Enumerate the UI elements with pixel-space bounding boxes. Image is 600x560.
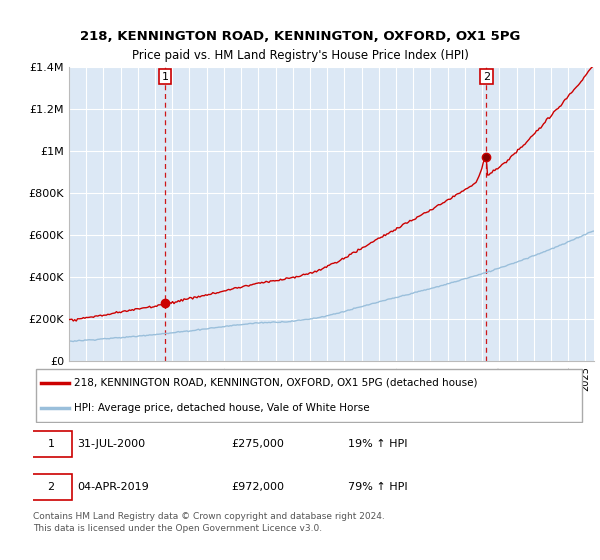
Text: 1: 1 — [161, 72, 169, 82]
Text: 31-JUL-2000: 31-JUL-2000 — [77, 439, 145, 449]
Text: Contains HM Land Registry data © Crown copyright and database right 2024.
This d: Contains HM Land Registry data © Crown c… — [33, 512, 385, 533]
Text: £275,000: £275,000 — [232, 439, 284, 449]
Text: 2: 2 — [47, 482, 55, 492]
Text: HPI: Average price, detached house, Vale of White Horse: HPI: Average price, detached house, Vale… — [74, 403, 370, 413]
Text: 218, KENNINGTON ROAD, KENNINGTON, OXFORD, OX1 5PG: 218, KENNINGTON ROAD, KENNINGTON, OXFORD… — [80, 30, 520, 43]
FancyBboxPatch shape — [36, 369, 582, 422]
Text: 2: 2 — [483, 72, 490, 82]
FancyBboxPatch shape — [30, 431, 71, 457]
Text: 218, KENNINGTON ROAD, KENNINGTON, OXFORD, OX1 5PG (detached house): 218, KENNINGTON ROAD, KENNINGTON, OXFORD… — [74, 378, 478, 388]
Text: 1: 1 — [47, 439, 55, 449]
Text: 79% ↑ HPI: 79% ↑ HPI — [347, 482, 407, 492]
Text: 19% ↑ HPI: 19% ↑ HPI — [347, 439, 407, 449]
Text: Price paid vs. HM Land Registry's House Price Index (HPI): Price paid vs. HM Land Registry's House … — [131, 49, 469, 63]
Text: £972,000: £972,000 — [232, 482, 285, 492]
Text: 04-APR-2019: 04-APR-2019 — [77, 482, 149, 492]
FancyBboxPatch shape — [30, 474, 71, 500]
